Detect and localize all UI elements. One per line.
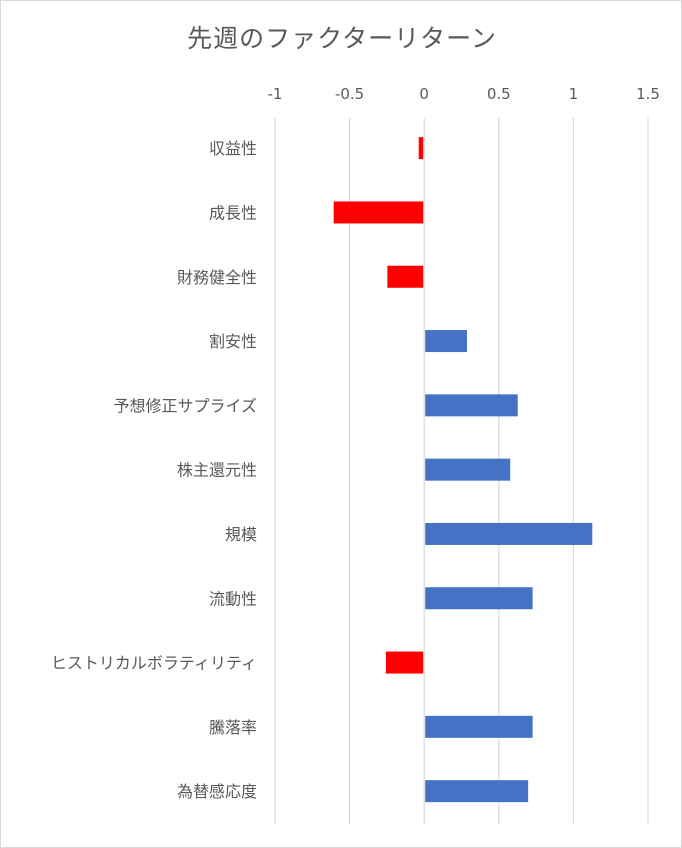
category-label: 予想修正サプライズ	[113, 396, 257, 415]
category-label: 収益性	[209, 139, 257, 158]
x-tick-label: -1	[268, 85, 283, 103]
category-label: ヒストリカルボラティリティ	[51, 654, 257, 673]
x-tick-label: 0	[419, 85, 429, 103]
category-label: 騰落率	[209, 718, 257, 737]
category-label: 成長性	[209, 203, 257, 222]
x-tick-label: 1	[569, 85, 579, 103]
bar	[425, 330, 467, 353]
category-label: 財務健全性	[177, 268, 257, 287]
bar	[425, 394, 518, 417]
category-label: 流動性	[209, 589, 257, 608]
bar	[333, 201, 424, 224]
x-tick-label: 0.5	[487, 85, 511, 103]
bar	[425, 715, 533, 738]
x-tick-label: 1.5	[636, 85, 660, 103]
category-label: 株主還元性	[177, 461, 257, 480]
bar	[385, 651, 424, 674]
category-label: 規模	[225, 525, 257, 544]
bar	[418, 137, 424, 160]
bars	[333, 137, 593, 803]
bar	[425, 780, 529, 803]
bar	[425, 458, 511, 481]
chart-title: 先週のファクターリターン	[187, 24, 497, 53]
bar	[425, 587, 533, 610]
bar	[425, 522, 593, 545]
gridlines	[274, 118, 649, 824]
category-label: 割安性	[209, 332, 257, 351]
x-tick-label: -0.5	[335, 85, 364, 103]
category-labels: 収益性成長性財務健全性割安性予想修正サプライズ株主還元性規模流動性ヒストリカルボ…	[51, 139, 257, 801]
x-axis-tick-labels: -1 -0.5 0 0.5 1 1.5	[268, 85, 660, 103]
bar	[387, 265, 424, 288]
category-label: 為替感応度	[177, 782, 257, 801]
